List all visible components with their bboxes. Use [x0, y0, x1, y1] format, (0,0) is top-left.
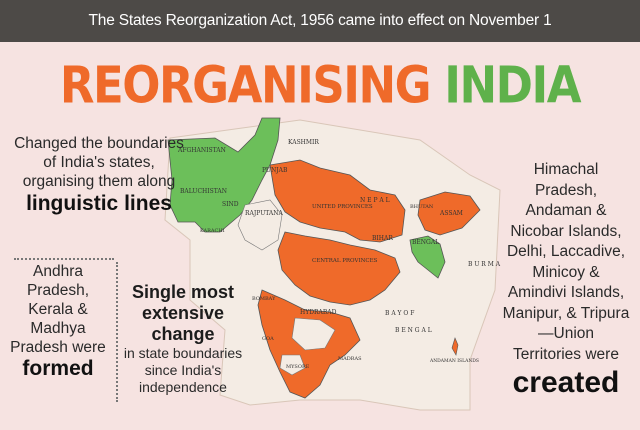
title-part-india: INDIA	[444, 55, 581, 115]
label-baluchistan: BALUCHISTAN	[180, 188, 227, 195]
label-karachi: KARACHI	[200, 228, 225, 234]
label-hydrabad: HYDRABAD	[300, 309, 337, 316]
states-formed-note: Andhra Pradesh, Kerala & Madhya Pradesh …	[8, 262, 108, 381]
label-kashmir: KASHMIR	[288, 139, 319, 146]
linguistic-lines-emphasis: linguistic lines	[26, 192, 172, 215]
label-punjab: PUNJAB	[262, 167, 288, 174]
label-united-provinces: UNITED PROVINCES	[312, 204, 373, 210]
map-paper-hydrabad	[291, 317, 336, 351]
label-bengal-sea: B E N G A L	[395, 327, 432, 334]
label-burma: B U R M A	[468, 261, 501, 268]
divider-horizontal	[14, 258, 114, 260]
union-territories-text: Himachal Pradesh, Andaman & Nicobar Isla…	[502, 161, 630, 363]
linguistic-lines-note: Changed the boundaries of India's states…	[14, 134, 184, 217]
page-title: REORGANISING INDIA	[0, 52, 640, 119]
title-part-reorganising: REORGANISING	[59, 55, 432, 115]
map-region-west	[167, 117, 281, 233]
label-assam: ASSAM	[439, 210, 463, 217]
map-region-east-bengal	[409, 235, 446, 279]
label-afghanistan: AFGHANISTAN	[177, 147, 226, 154]
label-central-provinces: CENTRAL PROVINCES	[312, 258, 378, 264]
top-banner: The States Reorganization Act, 1956 came…	[0, 0, 640, 42]
label-andaman: ANDAMAN ISLANDS	[429, 358, 479, 364]
map-andaman-islands	[451, 337, 459, 356]
states-formed-emphasis: formed	[22, 357, 94, 380]
label-goa: GOA	[262, 336, 274, 342]
label-sind: SIND	[222, 201, 239, 208]
label-bay-of: B A Y O F	[385, 310, 414, 317]
map-region-central	[277, 231, 401, 306]
label-nepal: N E P A L	[360, 197, 390, 204]
map-paper-rajputana	[237, 199, 283, 251]
extensive-change-note: Single most extensive change in state bo…	[118, 282, 248, 396]
label-bhutan: BHUTAN	[410, 204, 434, 210]
extensive-change-text: in state boundaries since India's indepe…	[123, 345, 243, 395]
linguistic-lines-text: Changed the boundaries of India's states…	[14, 135, 184, 190]
map-region-assam	[417, 191, 481, 236]
states-formed-text: Andhra Pradesh, Kerala & Madhya Pradesh …	[10, 263, 106, 356]
extensive-change-heading: Single most extensive change	[131, 282, 234, 344]
divider-vertical	[116, 262, 118, 402]
label-bengal: BENGAL	[412, 239, 439, 246]
label-rajputana: RAJPUTANA	[245, 210, 284, 217]
label-mysore: MYSORE	[286, 364, 310, 370]
map-region-north	[269, 159, 406, 243]
label-bombay: BOMBAY	[252, 296, 276, 302]
map-paper-mysore	[279, 354, 306, 376]
union-territories-note: Himachal Pradesh, Andaman & Nicobar Isla…	[502, 160, 630, 399]
label-madras: MADRAS	[338, 356, 362, 362]
label-bihar: BIHAR	[372, 235, 393, 242]
union-territories-emphasis: created	[512, 366, 620, 399]
